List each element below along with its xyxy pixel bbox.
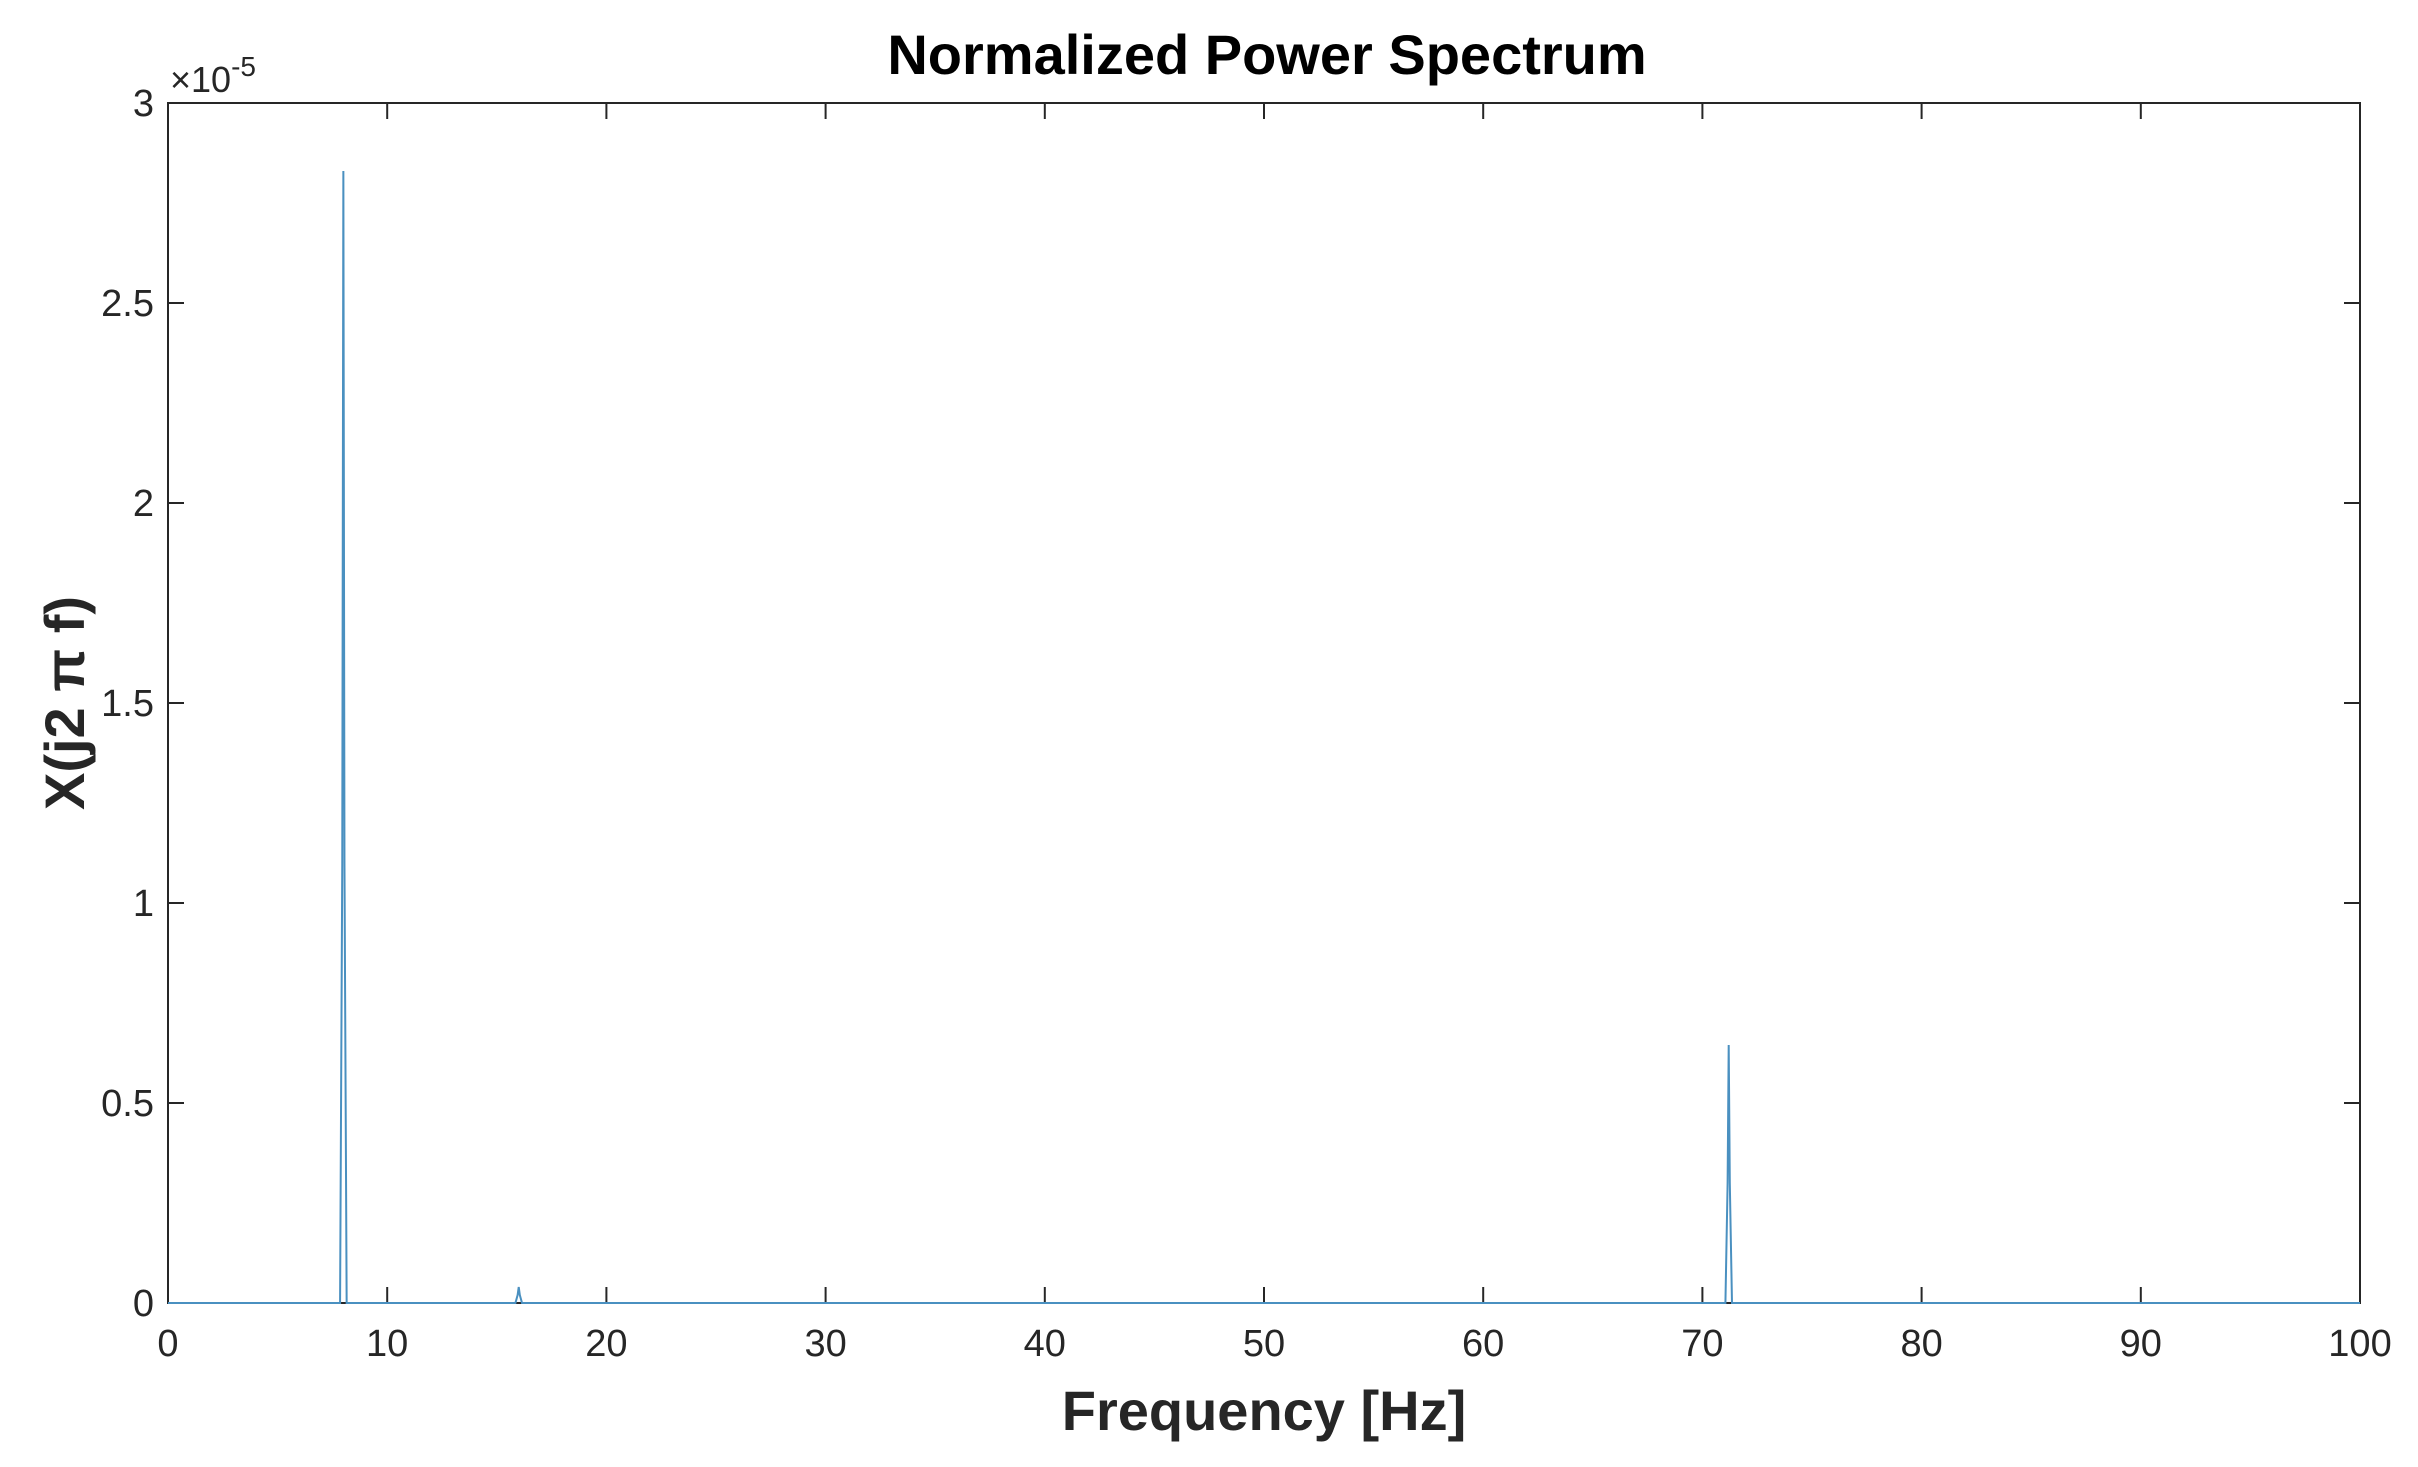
- x-tick-label: 80: [1900, 1323, 1942, 1365]
- chart-title: Normalized Power Spectrum: [887, 23, 1646, 86]
- x-tick-label: 60: [1462, 1323, 1504, 1365]
- y-tick-label: 2.5: [101, 283, 154, 325]
- x-tick-label: 50: [1243, 1323, 1285, 1365]
- y-axis-exponent-base: ×10: [170, 59, 231, 100]
- x-tick-label: 10: [366, 1323, 408, 1365]
- y-tick-label: 0.5: [101, 1083, 154, 1125]
- x-tick-label: 30: [804, 1323, 846, 1365]
- series-line: [168, 170, 2360, 1304]
- y-axis-exponent: ×10-5: [170, 51, 256, 100]
- x-axis-ticks: 0 10 20 30 40 50 60 70 80 90 100: [157, 103, 2392, 1365]
- plot-frame: [167, 102, 2361, 1304]
- y-axis-ticks: 0 0.5 1 1.5 2 2.5 3: [101, 83, 2360, 1325]
- y-axis-exponent-power: -5: [231, 51, 256, 82]
- y-axis-title: X(j2 π f): [33, 596, 96, 810]
- y-tick-label: 0: [133, 1283, 154, 1325]
- y-tick-label: 3: [133, 83, 154, 125]
- x-tick-label: 0: [157, 1323, 178, 1365]
- y-tick-label: 1: [133, 883, 154, 925]
- x-tick-label: 90: [2120, 1323, 2162, 1365]
- x-tick-label: 70: [1681, 1323, 1723, 1365]
- x-tick-label: 40: [1024, 1323, 1066, 1365]
- y-tick-label: 2: [133, 483, 154, 525]
- x-axis-title: Frequency [Hz]: [1062, 1379, 1467, 1442]
- x-tick-label: 20: [585, 1323, 627, 1365]
- y-tick-label: 1.5: [101, 683, 154, 725]
- x-tick-label: 100: [2328, 1323, 2391, 1365]
